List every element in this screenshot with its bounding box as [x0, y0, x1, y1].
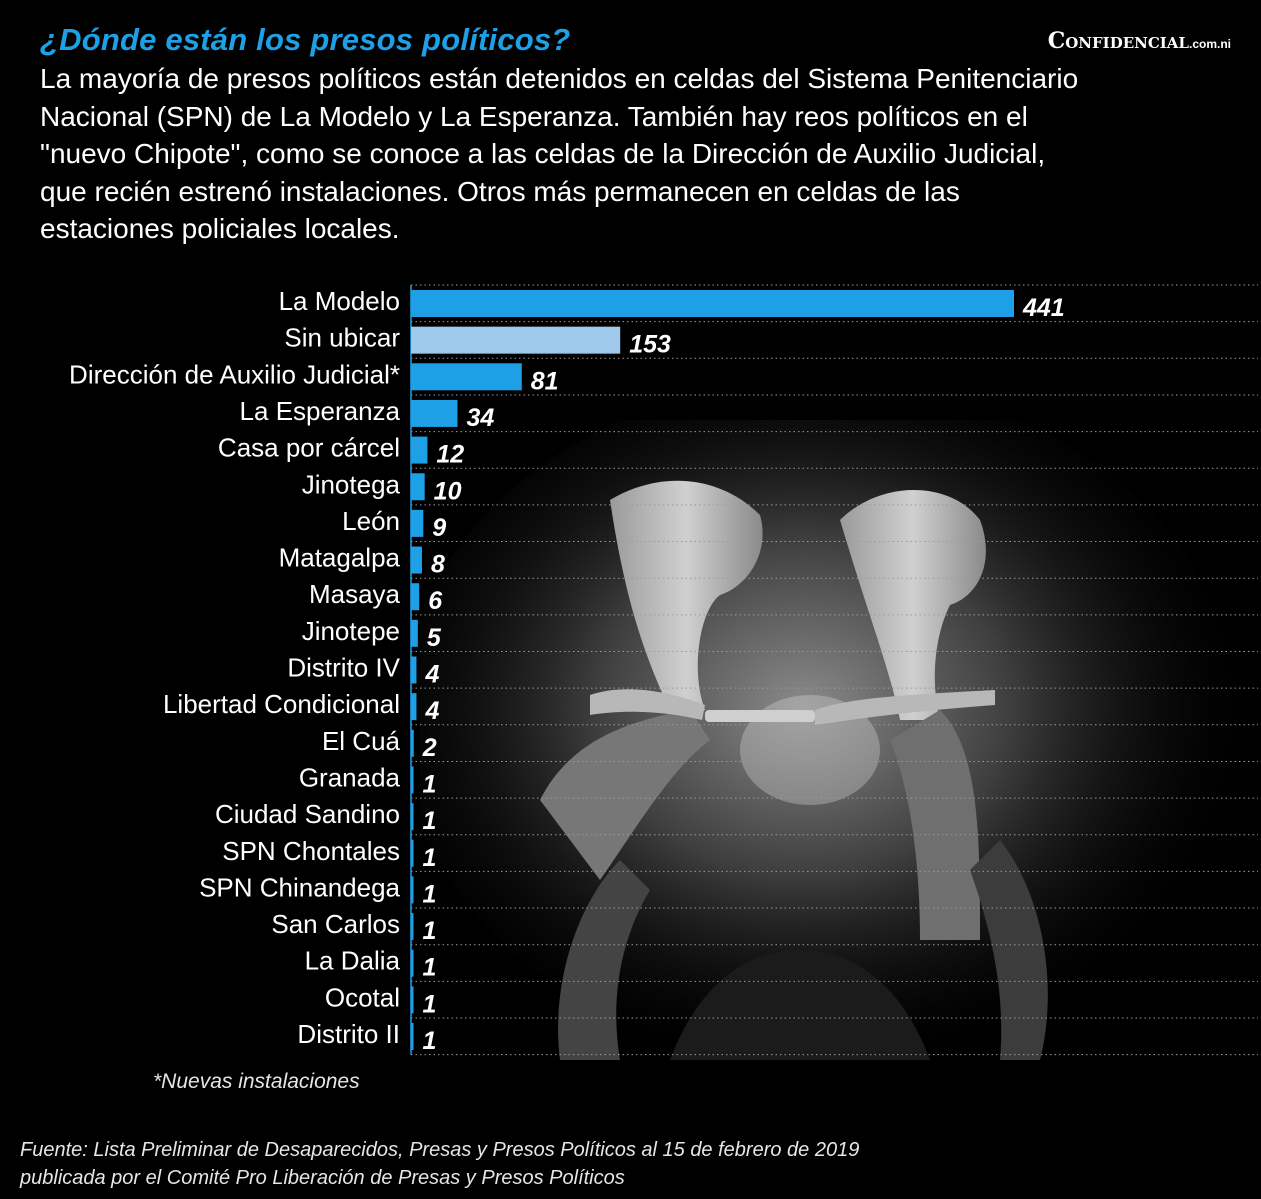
- bar: [411, 1023, 414, 1050]
- bar: [411, 913, 414, 941]
- category-label: Distrito II: [297, 1019, 400, 1049]
- value-label: 1: [423, 844, 437, 872]
- value-label: 81: [531, 367, 559, 395]
- value-label: 153: [629, 331, 671, 359]
- value-label: 4: [424, 697, 439, 725]
- bar: [411, 399, 458, 427]
- value-label: 2: [422, 734, 437, 762]
- category-label: Distrito IV: [287, 653, 400, 683]
- value-label: 12: [436, 441, 464, 469]
- category-label: La Modelo: [279, 286, 400, 316]
- source-line-1: Fuente: Lista Preliminar de Desaparecido…: [20, 1139, 860, 1161]
- brand-logo: Confidencial.com.ni: [1047, 28, 1231, 54]
- bar: [411, 766, 414, 794]
- category-label: El Cuá: [322, 726, 401, 756]
- bar: [411, 949, 414, 977]
- bar: [411, 363, 522, 391]
- source-note: Fuente: Lista Preliminar de Desaparecido…: [20, 1136, 1220, 1192]
- value-label: 1: [423, 954, 437, 982]
- value-label: 5: [427, 624, 442, 652]
- category-label: SPN Chinandega: [199, 872, 400, 902]
- bar: [411, 729, 414, 757]
- bar: [411, 656, 417, 684]
- category-label: San Carlos: [271, 909, 400, 939]
- value-label: 1: [423, 990, 437, 1018]
- category-label: La Esperanza: [240, 396, 401, 426]
- value-label: 1: [423, 917, 437, 945]
- bar: [411, 473, 425, 501]
- value-label: 4: [424, 661, 439, 689]
- category-label: Libertad Condicional: [163, 689, 400, 719]
- value-label: 6: [428, 587, 443, 615]
- value-label: 34: [466, 404, 494, 432]
- footnote: *Nuevas instalaciones: [153, 1070, 360, 1093]
- bar: [411, 290, 1014, 317]
- category-label: Dirección de Auxilio Judicial*: [69, 359, 400, 389]
- chart-subtitle: La mayoría de presos políticos están det…: [40, 63, 1079, 244]
- bar: [411, 509, 424, 537]
- value-label: 441: [1022, 294, 1065, 322]
- source-line-2: publicada por el Comité Pro Liberación d…: [20, 1167, 625, 1189]
- bar: [411, 326, 621, 354]
- category-label: Jinotega: [302, 469, 401, 499]
- value-label: 1: [423, 1027, 437, 1055]
- category-label: Matagalpa: [279, 543, 401, 573]
- bar: [411, 619, 418, 647]
- bar: [411, 803, 414, 831]
- category-label: La Dalia: [305, 946, 401, 976]
- category-label: León: [342, 506, 400, 536]
- value-label: 1: [423, 770, 437, 798]
- value-label: 1: [423, 807, 437, 835]
- category-label: SPN Chontales: [222, 836, 400, 866]
- chart-title: ¿Dónde están los presos políticos?: [40, 22, 571, 57]
- bar: [411, 839, 414, 867]
- category-label: Sin ubicar: [284, 323, 400, 353]
- category-label: Granada: [299, 762, 401, 792]
- value-label: 10: [434, 477, 462, 505]
- bar: [411, 546, 422, 574]
- bar: [411, 436, 428, 464]
- category-label: Ocotal: [325, 982, 400, 1012]
- bar: [411, 986, 414, 1014]
- category-label: Casa por cárcel: [218, 433, 400, 463]
- bar: [411, 876, 414, 904]
- value-label: 1: [423, 880, 437, 908]
- category-label: Jinotepe: [302, 616, 400, 646]
- category-label: Ciudad Sandino: [215, 799, 400, 829]
- bar: [411, 583, 420, 611]
- bar: [411, 693, 417, 721]
- value-label: 9: [432, 514, 446, 542]
- value-label: 8: [431, 551, 445, 579]
- category-label: Masaya: [309, 579, 401, 609]
